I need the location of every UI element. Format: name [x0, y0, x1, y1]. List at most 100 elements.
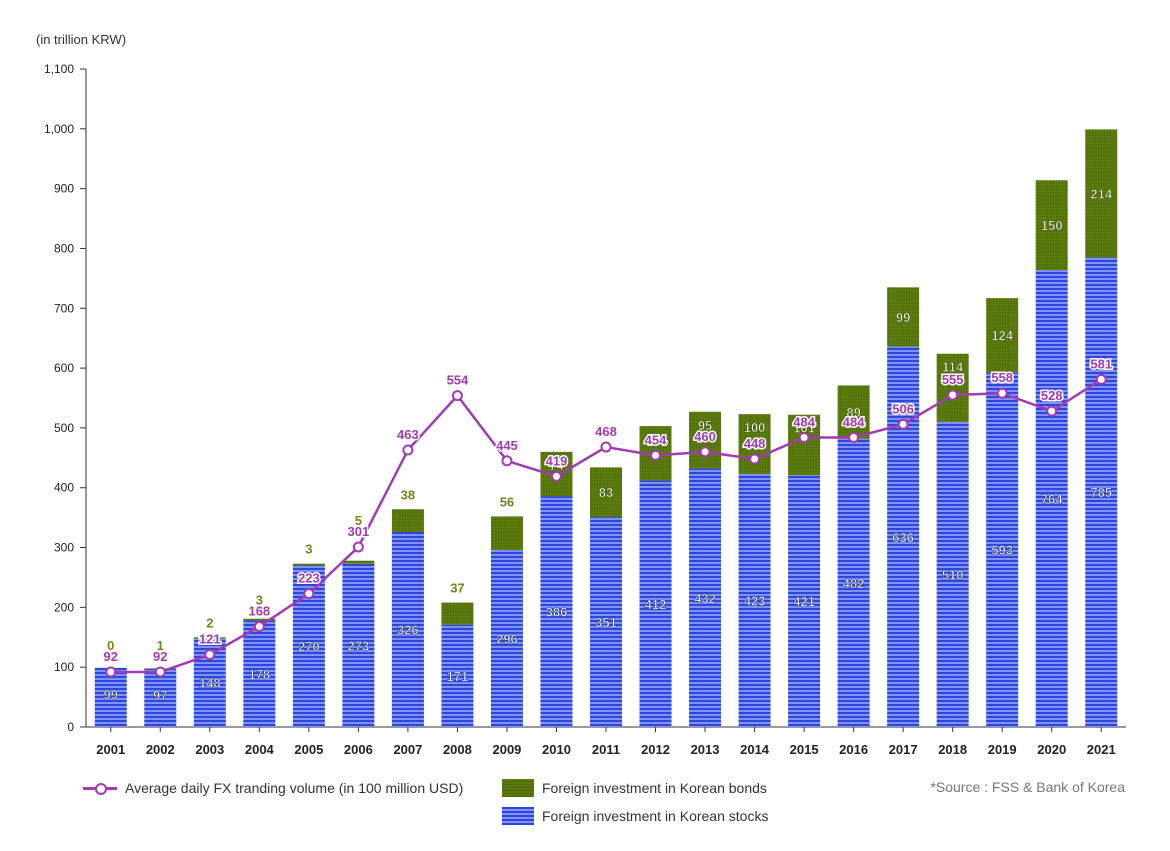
legend-label-fx-volume: Average daily FX tranding volume (in 100… [125, 780, 464, 796]
fx-volume-data-label: 581 [1090, 356, 1112, 371]
fx-volume-point [798, 431, 810, 443]
y-tick-label: 200 [54, 600, 74, 614]
bar-bonds [887, 287, 920, 347]
bonds-data-label: 124 [991, 328, 1013, 343]
bonds-data-label: 56 [500, 494, 514, 509]
fx-volume-data-label: 301 [348, 524, 370, 539]
bonds-data-label: 5 [355, 513, 362, 528]
x-tick-label: 2005 [294, 742, 323, 757]
fx-volume-point [402, 444, 414, 456]
y-tick-label: 900 [54, 182, 74, 196]
bar-bonds [837, 385, 870, 439]
bar-bonds [986, 298, 1019, 373]
fx-volume-point [996, 387, 1008, 399]
bar-bonds [441, 602, 474, 625]
x-tick-label: 2011 [592, 742, 620, 757]
stocks-data-label: 764 [1041, 491, 1063, 506]
fx-volume-point [1095, 373, 1107, 385]
bonds-data-label: 2 [206, 615, 213, 630]
fx-volume-data-label: 121 [199, 632, 221, 647]
fx-volume-point [501, 455, 513, 467]
stocks-data-label: 326 [397, 622, 419, 637]
bar-stocks [94, 667, 127, 727]
stocks-data-label: 351 [595, 615, 617, 630]
bonds-data-label: 91 [648, 432, 662, 447]
bar-stocks [144, 668, 177, 727]
bar-bonds [292, 563, 325, 566]
fx-volume-point [749, 453, 761, 465]
bar-stocks [936, 421, 969, 727]
fx-volume-data-label: 168 [248, 604, 270, 619]
stocks-data-label: 178 [248, 667, 270, 682]
fx-volume-point [253, 621, 265, 633]
fx-volume-data-label: 528 [1041, 388, 1063, 403]
stocks-data-label: 270 [298, 639, 320, 654]
x-tick-label: 2001 [96, 742, 125, 757]
fx-volume-point [600, 441, 612, 453]
legend-label-stocks: Foreign investment in Korean stocks [542, 808, 769, 824]
bar-bonds [342, 560, 375, 564]
bar-stocks [342, 563, 375, 727]
x-tick-label: 2007 [393, 742, 422, 757]
stocks-data-label: 412 [645, 597, 667, 612]
x-tick-label: 2016 [839, 742, 868, 757]
bar-bonds [788, 414, 821, 476]
x-tick-label: 2014 [740, 742, 770, 757]
x-tick-label: 2018 [938, 742, 967, 757]
fx-volume-point [352, 541, 364, 553]
bar-bonds [243, 618, 276, 621]
bar-stocks [490, 549, 523, 727]
x-tick-label: 2006 [344, 742, 373, 757]
y-tick-label: 700 [54, 301, 74, 315]
x-tick-label: 2021 [1087, 742, 1116, 757]
fx-volume-data-label: 460 [694, 429, 716, 444]
fx-volume-point [451, 390, 463, 402]
x-tick-label: 2015 [790, 742, 819, 757]
bonds-data-label: 214 [1090, 186, 1112, 201]
y-tick-label: 1,100 [44, 62, 74, 76]
fx-volume-data-label: 463 [397, 427, 419, 442]
bonds-data-label: 3 [305, 542, 312, 557]
x-tick-label: 2012 [641, 742, 670, 757]
stocks-data-label: 636 [892, 530, 914, 545]
bonds-data-label: 95 [698, 418, 712, 433]
bar-bonds [490, 516, 523, 550]
fx-volume-point [1046, 405, 1058, 417]
y-tick-label: 0 [67, 720, 74, 734]
bar-stocks [689, 468, 722, 727]
fx-volume-data-label: 506 [892, 401, 914, 416]
fx-volume-data-label: 555 [942, 372, 964, 387]
legend-label-bonds: Foreign investment in Korean bonds [542, 780, 767, 796]
bar-bonds [1085, 129, 1118, 258]
bar-stocks [887, 346, 920, 727]
fx-volume-data-label: 554 [447, 373, 469, 388]
bar-stocks [391, 531, 424, 727]
bonds-data-label: 99 [896, 310, 910, 325]
stocks-data-label: 482 [843, 576, 865, 591]
legend-stocks-swatch [502, 807, 534, 825]
bar-bonds [590, 467, 622, 518]
bonds-data-label: 101 [793, 421, 815, 436]
fx-volume-point [848, 431, 860, 443]
fx-volume-point [154, 666, 166, 678]
fx-volume-data-label: 92 [104, 649, 118, 664]
fx-volume-data-label: 558 [991, 370, 1013, 385]
bar-bonds [936, 353, 969, 422]
bar-bonds [193, 637, 226, 639]
bonds-data-label: 100 [744, 420, 766, 435]
fx-volume-point [897, 418, 909, 430]
x-tick-label: 2010 [542, 742, 571, 757]
bar-stocks [243, 620, 276, 727]
y-axis-unit-label: (in trillion KRW) [36, 32, 127, 47]
bonds-data-label: 83 [599, 485, 613, 500]
x-tick-label: 2008 [443, 742, 472, 757]
bar-stocks [1085, 257, 1118, 727]
x-tick-label: 2017 [889, 742, 918, 757]
bar-stocks [590, 517, 622, 727]
x-tick-label: 2004 [245, 742, 275, 757]
fx-volume-point [947, 389, 959, 401]
bonds-data-label: 37 [450, 581, 464, 596]
bar-stocks [540, 496, 573, 727]
y-tick-label: 300 [54, 541, 74, 555]
